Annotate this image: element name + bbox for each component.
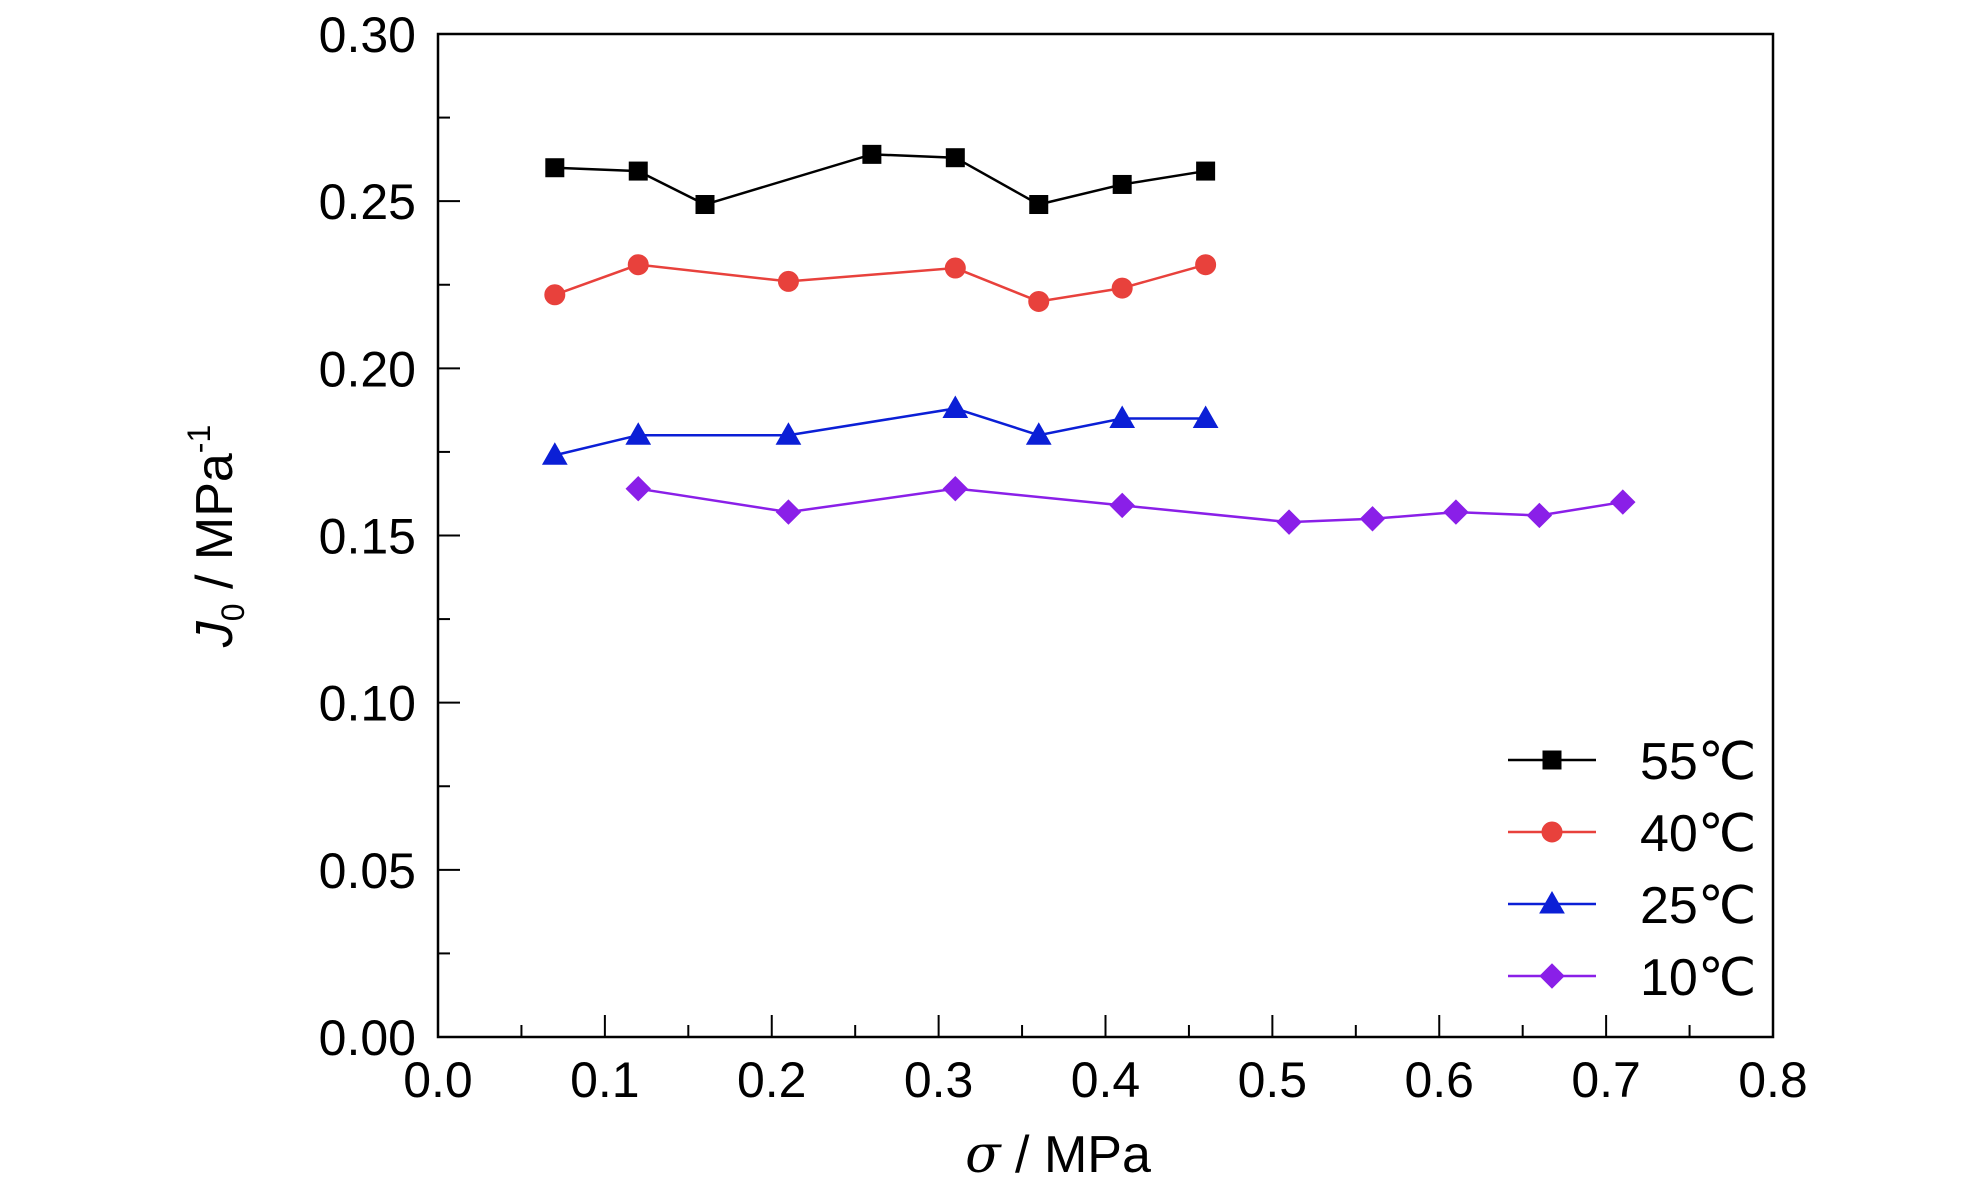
x-tick-label: 0.8 — [1738, 1052, 1808, 1108]
legend-marker — [1539, 963, 1565, 989]
data-point — [1028, 290, 1050, 312]
data-point — [1359, 506, 1386, 532]
x-tick-label: 0.5 — [1238, 1052, 1308, 1108]
legend-marker — [1542, 750, 1562, 770]
x-tick-label: 0.6 — [1404, 1052, 1474, 1108]
data-point — [775, 499, 802, 525]
data-point — [1443, 499, 1469, 525]
data-point — [625, 475, 651, 502]
data-point — [1111, 277, 1133, 299]
y-tick-labels: 0.00 0.05 0.10 0.15 0.20 0.25 0.30 — [319, 7, 416, 1066]
series-0 — [545, 144, 1216, 215]
legend-label: 10℃ — [1640, 949, 1756, 1007]
data-point — [944, 257, 966, 279]
legend-label: 55℃ — [1640, 733, 1756, 791]
data-point — [942, 395, 969, 418]
y-tick-label: 0.05 — [319, 843, 416, 899]
data-point — [1192, 405, 1219, 428]
series-2 — [541, 395, 1219, 465]
data-point — [1195, 254, 1217, 276]
y-tick-label: 0.25 — [319, 174, 416, 230]
series-3 — [625, 475, 1636, 535]
data-point — [775, 422, 802, 445]
data-point — [545, 158, 565, 178]
series-layer — [541, 144, 1636, 535]
x-tick-labels: 0.0 0.1 0.2 0.3 0.4 0.5 0.6 0.7 0.8 — [403, 1052, 1808, 1108]
data-point — [945, 148, 965, 168]
legend-label: 25℃ — [1640, 877, 1756, 935]
data-point — [628, 161, 648, 181]
axis-ticks — [437, 33, 1774, 1038]
data-point — [1109, 405, 1136, 428]
plot-frame — [436, 32, 1775, 1039]
data-point — [1025, 422, 1052, 445]
data-point — [1029, 195, 1049, 215]
legend-item: 10℃ — [1508, 949, 1756, 1007]
data-point — [544, 284, 566, 306]
data-point — [1276, 509, 1302, 535]
data-point — [1109, 492, 1135, 519]
x-axis-title: σ / MPa — [965, 1125, 1151, 1181]
x-tick-label: 0.7 — [1571, 1052, 1641, 1108]
y-tick-label: 0.30 — [319, 7, 416, 63]
data-point — [777, 270, 799, 292]
series-line — [554, 263, 1206, 303]
data-point — [862, 144, 882, 164]
data-point — [1196, 161, 1216, 181]
y-tick-label: 0.20 — [319, 341, 416, 397]
series-line — [554, 407, 1206, 457]
data-point — [1526, 502, 1553, 529]
x-tick-label: 0.1 — [570, 1052, 640, 1108]
x-tick-label: 0.4 — [1071, 1052, 1141, 1108]
series-1 — [544, 254, 1217, 312]
y-tick-label: 0.00 — [319, 1010, 416, 1066]
x-tick-label: 0.0 — [403, 1052, 473, 1108]
data-point — [942, 475, 969, 502]
legend-item: 40℃ — [1508, 805, 1756, 863]
y-tick-label: 0.15 — [319, 509, 416, 565]
data-point — [541, 442, 568, 465]
legend-item: 25℃ — [1508, 877, 1756, 935]
legend: 55℃ 40℃ 25℃ 10℃ — [1508, 733, 1756, 1007]
data-point — [627, 254, 649, 276]
data-point — [695, 195, 715, 215]
data-point — [625, 422, 652, 445]
x-tick-label: 0.3 — [904, 1052, 974, 1108]
legend-label: 40℃ — [1640, 805, 1756, 863]
y-axis-title: J0 / MPa-1 — [181, 425, 251, 649]
legend-item: 55℃ — [1508, 733, 1756, 791]
data-point — [1610, 489, 1636, 515]
legend-marker — [1539, 890, 1565, 914]
x-tick-label: 0.2 — [737, 1052, 807, 1108]
legend-marker — [1541, 821, 1563, 843]
y-tick-label: 0.10 — [319, 676, 416, 732]
data-point — [1112, 174, 1132, 194]
series-line — [554, 153, 1206, 206]
